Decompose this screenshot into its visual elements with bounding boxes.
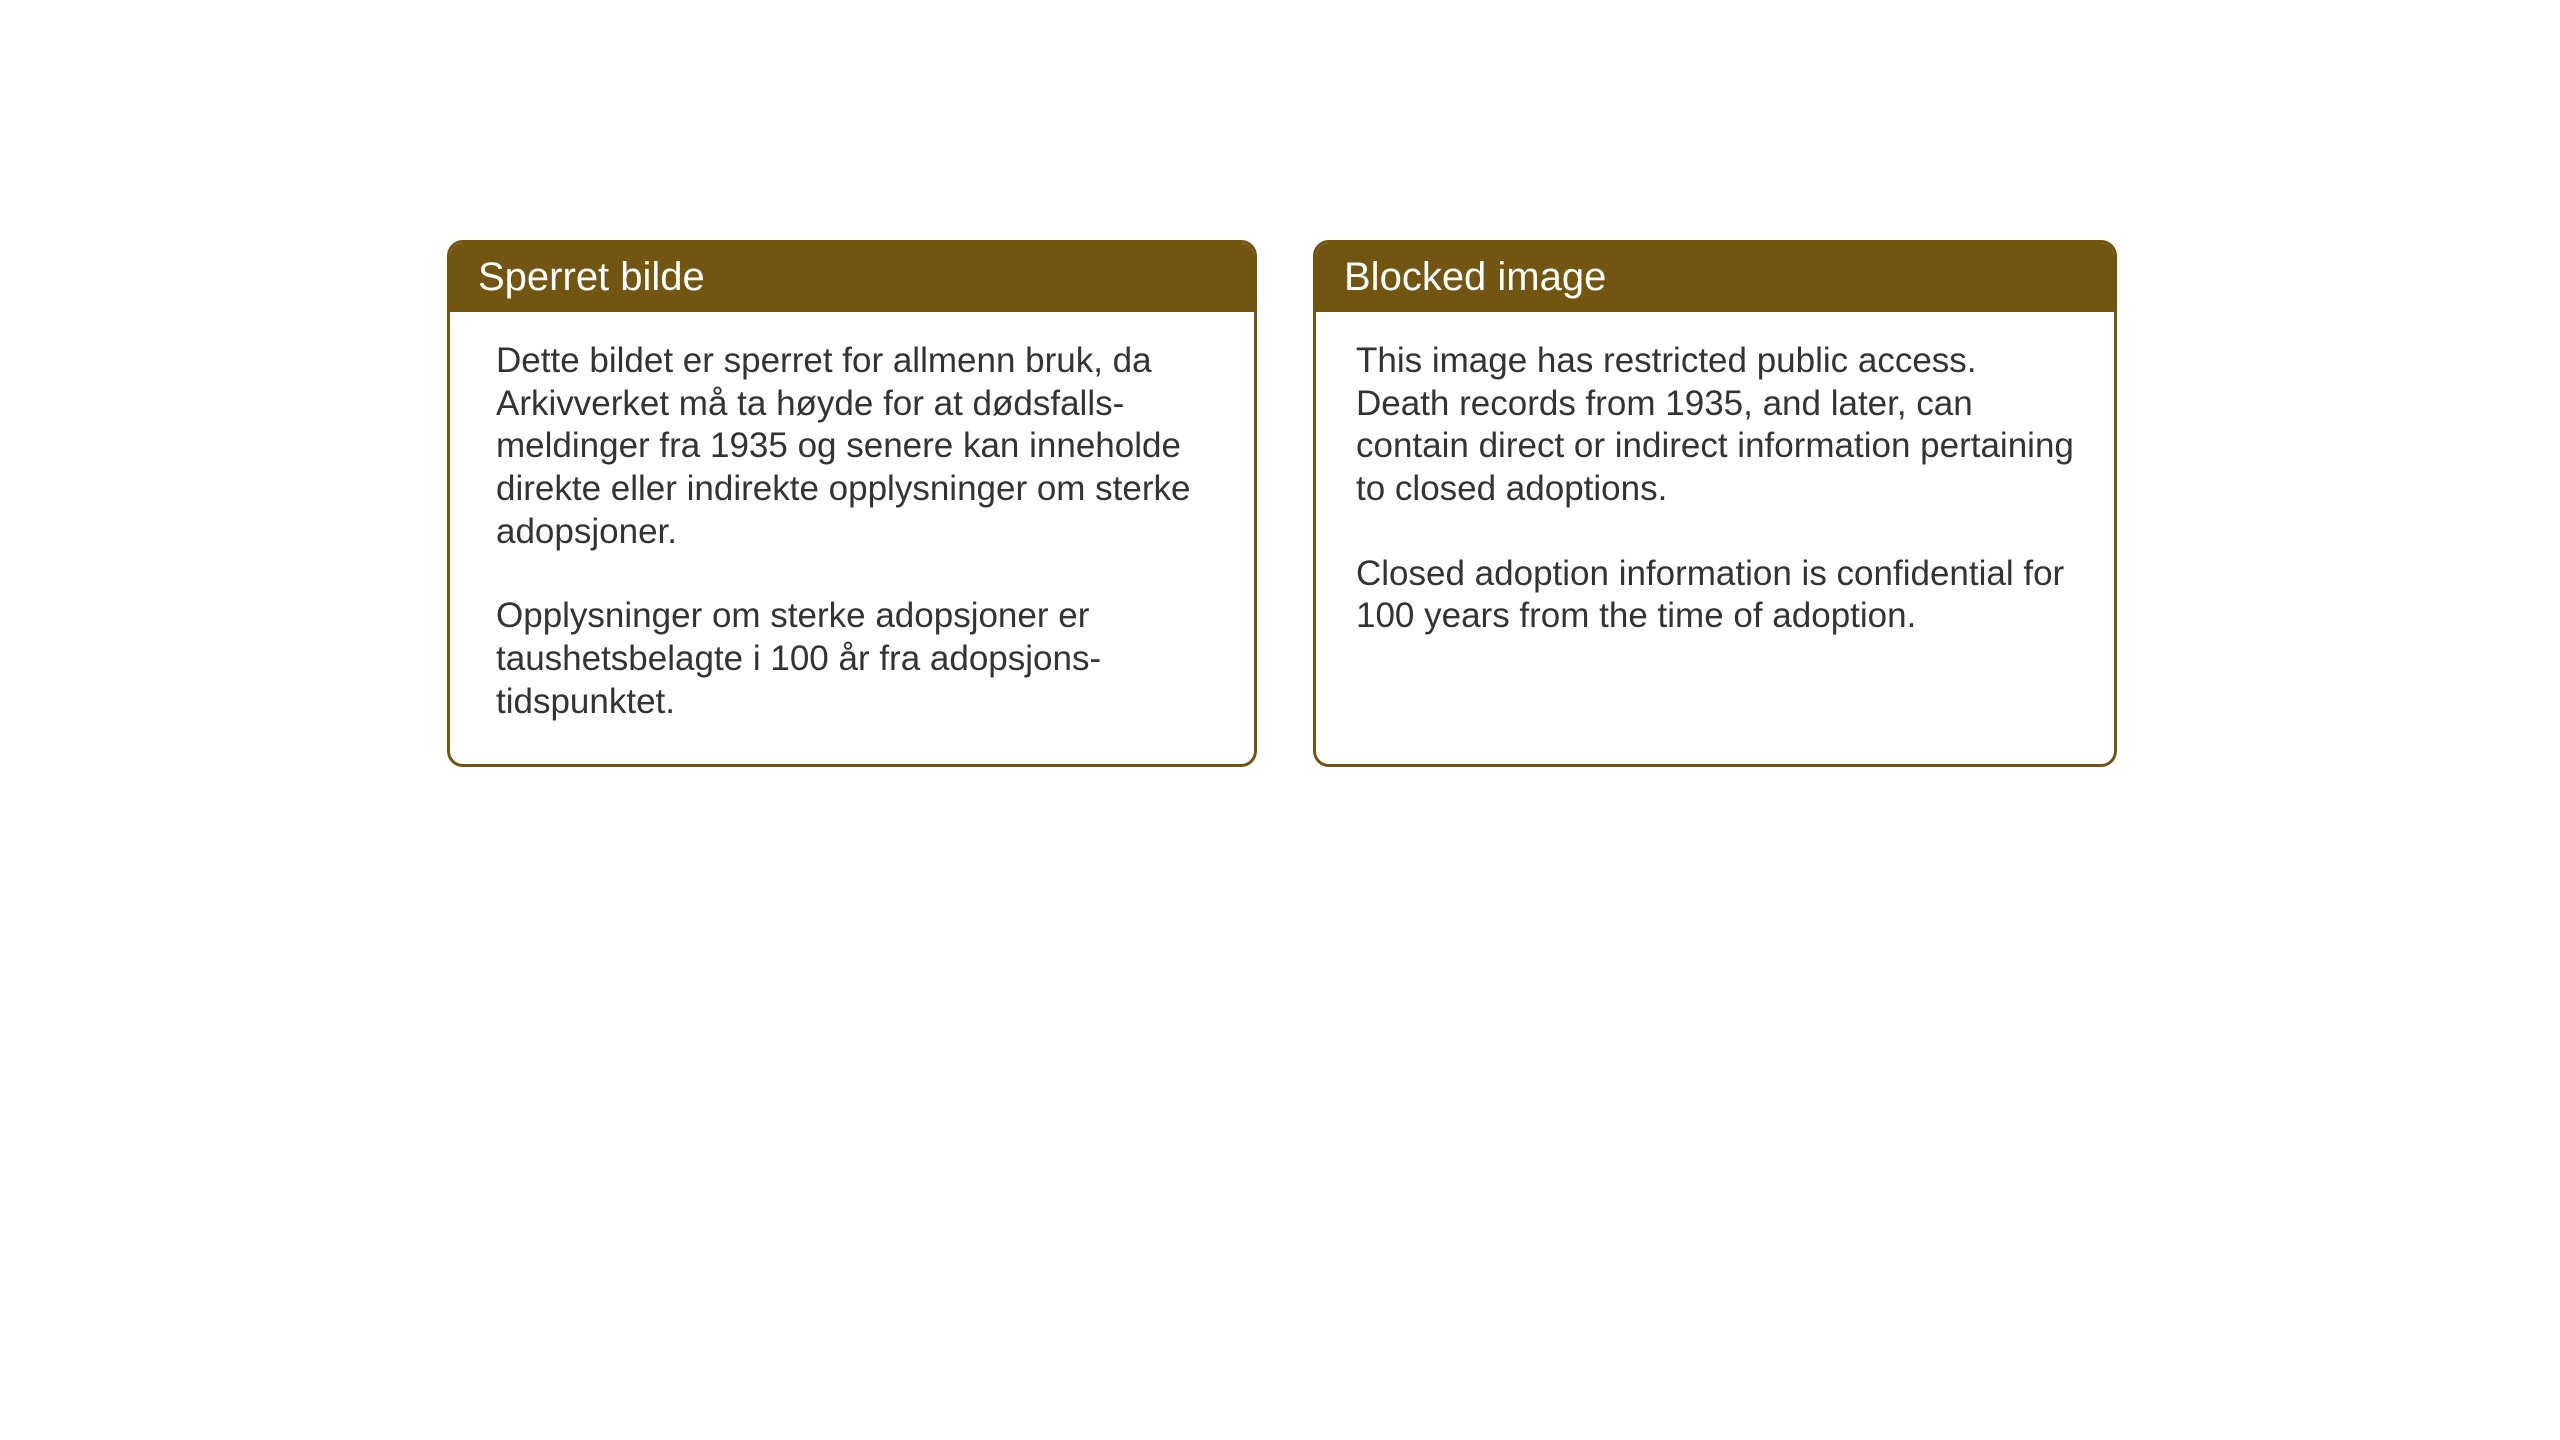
notice-header-norwegian: Sperret bilde — [450, 243, 1254, 312]
notice-paragraph-1-english: This image has restricted public access.… — [1356, 340, 2074, 511]
notice-header-english: Blocked image — [1316, 243, 2114, 312]
notice-title-norwegian: Sperret bilde — [478, 255, 705, 299]
notice-body-english: This image has restricted public access.… — [1316, 312, 2114, 706]
notice-paragraph-2-norwegian: Opplysninger om sterke adopsjoner er tau… — [496, 595, 1208, 723]
notice-paragraph-2-english: Closed adoption information is confident… — [1356, 553, 2074, 638]
notice-body-norwegian: Dette bildet er sperret for allmenn bruk… — [450, 312, 1254, 764]
notice-title-english: Blocked image — [1344, 255, 1606, 299]
notice-container: Sperret bilde Dette bildet er sperret fo… — [447, 240, 2117, 767]
notice-paragraph-1-norwegian: Dette bildet er sperret for allmenn bruk… — [496, 340, 1208, 553]
notice-box-english: Blocked image This image has restricted … — [1313, 240, 2117, 767]
notice-box-norwegian: Sperret bilde Dette bildet er sperret fo… — [447, 240, 1257, 767]
